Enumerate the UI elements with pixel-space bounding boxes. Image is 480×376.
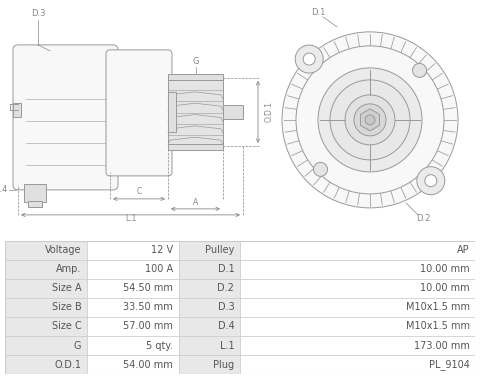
- Bar: [5, 317, 87, 336]
- Bar: [168, 92, 176, 132]
- Circle shape: [282, 32, 458, 208]
- Text: PL_9104: PL_9104: [429, 359, 469, 370]
- Text: O.D.1: O.D.1: [265, 102, 274, 122]
- Text: L.1: L.1: [125, 214, 136, 223]
- Bar: [87, 298, 179, 317]
- Bar: [240, 355, 475, 374]
- Bar: [240, 298, 475, 317]
- Text: Plug: Plug: [213, 359, 234, 370]
- Bar: [179, 298, 240, 317]
- Circle shape: [354, 104, 386, 136]
- Bar: [13, 103, 21, 117]
- Circle shape: [417, 167, 445, 195]
- Circle shape: [345, 95, 395, 145]
- FancyBboxPatch shape: [13, 45, 118, 190]
- Bar: [179, 317, 240, 336]
- Text: L.1: L.1: [220, 341, 234, 350]
- Text: D.1: D.1: [311, 8, 325, 17]
- Circle shape: [425, 175, 437, 187]
- Bar: [87, 279, 179, 298]
- Text: M10x1.5 mm: M10x1.5 mm: [406, 321, 469, 332]
- Text: M10x1.5 mm: M10x1.5 mm: [406, 302, 469, 312]
- Text: D.4: D.4: [217, 321, 234, 332]
- Bar: [87, 355, 179, 374]
- Bar: [168, 78, 223, 146]
- Text: O.D.1: O.D.1: [54, 359, 82, 370]
- Bar: [24, 184, 46, 202]
- Circle shape: [412, 64, 427, 77]
- Text: 54.50 mm: 54.50 mm: [123, 283, 173, 293]
- Text: Amp.: Amp.: [56, 264, 82, 274]
- Circle shape: [295, 45, 323, 73]
- Text: G: G: [193, 58, 199, 67]
- Text: Voltage: Voltage: [45, 245, 82, 255]
- Text: 33.50 mm: 33.50 mm: [123, 302, 173, 312]
- Text: D.4: D.4: [0, 185, 8, 194]
- Bar: [5, 355, 87, 374]
- Text: Size A: Size A: [52, 283, 82, 293]
- Circle shape: [313, 162, 327, 176]
- Bar: [5, 260, 87, 279]
- Text: 5 qty.: 5 qty.: [146, 341, 173, 350]
- Bar: [223, 105, 243, 119]
- Text: D.1: D.1: [217, 264, 234, 274]
- Bar: [240, 241, 475, 260]
- Bar: [87, 260, 179, 279]
- Text: 10.00 mm: 10.00 mm: [420, 283, 469, 293]
- Bar: [5, 298, 87, 317]
- Circle shape: [318, 68, 422, 172]
- Bar: [87, 336, 179, 355]
- Bar: [87, 241, 179, 260]
- Circle shape: [296, 46, 444, 194]
- Text: Pulley: Pulley: [205, 245, 234, 255]
- Text: 54.00 mm: 54.00 mm: [123, 359, 173, 370]
- Text: D.2: D.2: [217, 283, 234, 293]
- Text: 100 A: 100 A: [145, 264, 173, 274]
- Text: D.3: D.3: [217, 302, 234, 312]
- Text: A: A: [193, 198, 198, 207]
- Bar: [179, 260, 240, 279]
- Circle shape: [303, 53, 315, 65]
- Text: Size C: Size C: [52, 321, 82, 332]
- Bar: [113, 154, 165, 169]
- Text: D.2: D.2: [416, 214, 430, 223]
- Bar: [5, 241, 87, 260]
- Bar: [179, 241, 240, 260]
- Bar: [240, 260, 475, 279]
- Text: 173.00 mm: 173.00 mm: [414, 341, 469, 350]
- Bar: [168, 74, 223, 80]
- Text: D.3: D.3: [31, 9, 45, 18]
- Bar: [179, 355, 240, 374]
- Bar: [240, 317, 475, 336]
- Bar: [5, 279, 87, 298]
- Text: AP: AP: [457, 245, 469, 255]
- Text: 12 V: 12 V: [151, 245, 173, 255]
- Bar: [28, 201, 42, 207]
- Text: Size B: Size B: [52, 302, 82, 312]
- Bar: [179, 279, 240, 298]
- Text: 10.00 mm: 10.00 mm: [420, 264, 469, 274]
- Bar: [179, 336, 240, 355]
- Text: C: C: [136, 187, 142, 196]
- Circle shape: [365, 115, 375, 125]
- Bar: [168, 144, 223, 150]
- Circle shape: [330, 80, 410, 160]
- Bar: [240, 336, 475, 355]
- Bar: [87, 317, 179, 336]
- Polygon shape: [360, 109, 380, 131]
- Bar: [5, 336, 87, 355]
- Text: 57.00 mm: 57.00 mm: [123, 321, 173, 332]
- Bar: [240, 279, 475, 298]
- FancyBboxPatch shape: [106, 50, 172, 176]
- Bar: [113, 54, 165, 69]
- Text: G: G: [74, 341, 82, 350]
